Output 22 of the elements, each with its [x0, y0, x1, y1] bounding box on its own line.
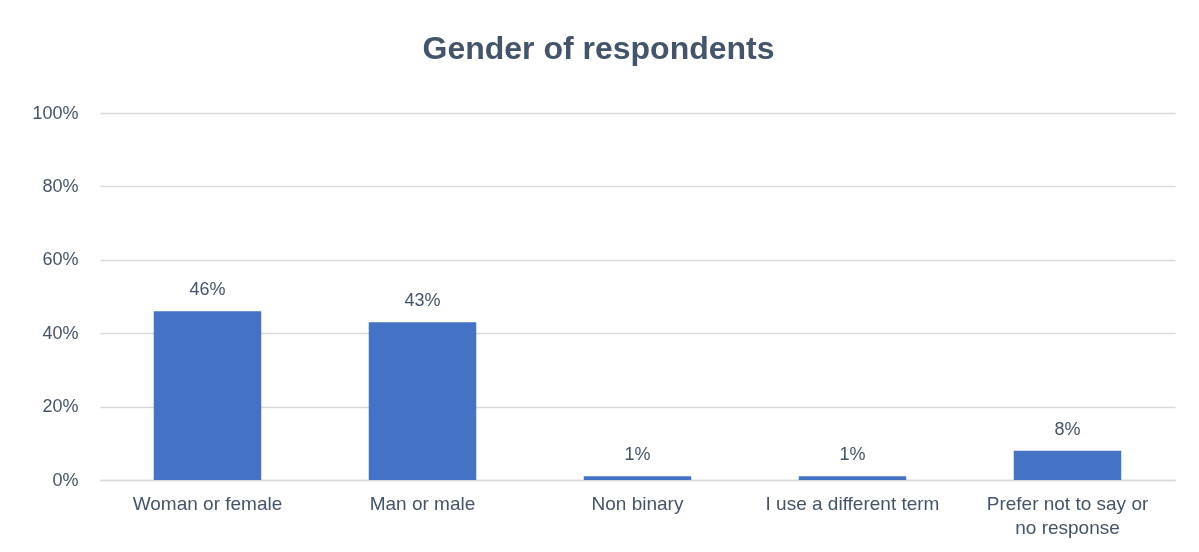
data-label: 1%: [624, 444, 651, 465]
y-tick-label: 100%: [32, 102, 79, 123]
y-tick-label: 0%: [52, 469, 79, 490]
x-tick-label: Prefer not to say or no response: [986, 492, 1149, 538]
data-label: 1%: [839, 444, 866, 465]
data-label: 43%: [404, 290, 441, 311]
chart-title: Gender of respondents: [422, 30, 775, 66]
x-tick-label: Non binary: [591, 492, 684, 514]
data-label: 8%: [1054, 418, 1081, 439]
y-tick-label: 40%: [42, 322, 79, 343]
x-tick-label: Man or male: [369, 492, 476, 514]
bar: [798, 476, 907, 480]
bar: [368, 322, 477, 480]
y-tick-label: 20%: [42, 396, 79, 417]
x-tick-label: Woman or female: [132, 492, 283, 514]
bar: [153, 311, 262, 480]
data-label: 46%: [189, 279, 226, 300]
y-tick-label: 80%: [42, 175, 79, 196]
bar: [1013, 450, 1122, 480]
x-tick-label: I use a different term: [765, 492, 940, 514]
bar: [583, 476, 692, 480]
y-tick-label: 60%: [42, 249, 79, 270]
